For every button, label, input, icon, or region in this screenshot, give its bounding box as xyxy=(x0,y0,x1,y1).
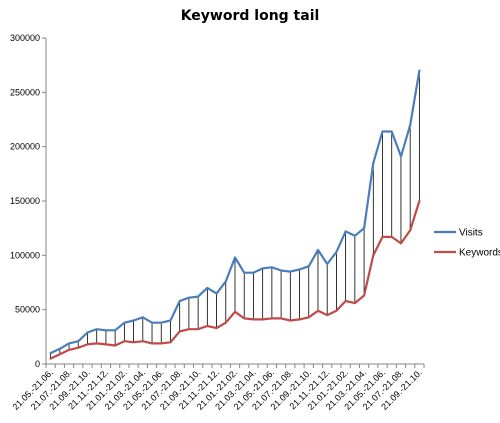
chart-title: Keyword long tail xyxy=(180,8,320,24)
series-line-keywords xyxy=(49,199,421,360)
y-tick-label: 250000 xyxy=(10,87,40,97)
y-tick-label: 300000 xyxy=(10,33,40,43)
y-tick-label: 150000 xyxy=(10,196,40,206)
y-tick-label: 100000 xyxy=(10,250,40,260)
series-line-visits xyxy=(49,69,421,355)
legend-label-keywords: Keywords xyxy=(459,248,500,259)
y-tick-label: 200000 xyxy=(10,142,40,152)
y-tick-label: 0 xyxy=(35,359,40,369)
y-tick-label: 50000 xyxy=(15,305,40,315)
legend-label-visits: Visits xyxy=(459,228,483,239)
